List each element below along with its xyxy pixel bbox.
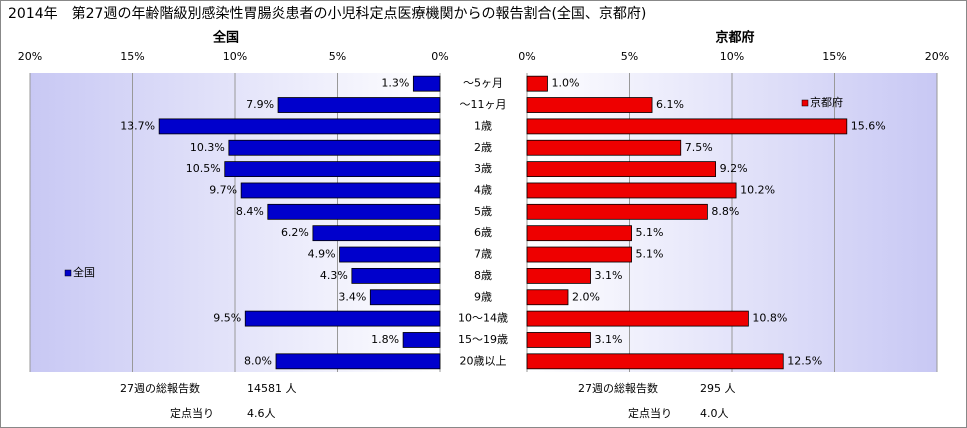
bar	[526, 182, 737, 199]
bar	[526, 246, 632, 263]
bar	[275, 353, 441, 370]
value-label: 10.8%	[752, 312, 787, 325]
legend-swatch	[64, 269, 72, 277]
bar	[402, 332, 441, 348]
value-label: 1.0%	[552, 77, 580, 90]
x-tick-label: 20%	[925, 50, 949, 63]
note-label: 27週の総報告数	[578, 381, 658, 395]
bar	[277, 97, 441, 113]
category-label: 5歳	[474, 205, 492, 218]
x-tick-label: 15%	[822, 50, 846, 63]
value-label: 1.3%	[381, 77, 409, 90]
value-label: 9.2%	[720, 162, 748, 175]
value-label: 8.8%	[711, 205, 739, 218]
value-label: 13.7%	[120, 119, 155, 132]
bar	[526, 332, 591, 348]
bar	[526, 289, 569, 306]
note-value: 295 人	[700, 382, 736, 395]
category-label: 2歳	[474, 141, 492, 154]
category-label: 20歳以上	[460, 354, 507, 367]
bar	[240, 182, 441, 199]
note-label: 27週の総報告数	[120, 381, 200, 395]
bar	[267, 203, 441, 220]
value-label: 9.7%	[209, 183, 237, 196]
value-label: 8.0%	[244, 354, 272, 367]
value-label: 8.4%	[236, 205, 264, 218]
value-label: 7.5%	[685, 141, 713, 154]
bar	[526, 118, 848, 135]
value-label: 12.5%	[787, 354, 822, 367]
value-label: 3.1%	[595, 269, 623, 282]
bar	[412, 75, 441, 92]
bar	[526, 203, 708, 220]
bar	[526, 97, 653, 113]
bar	[224, 161, 441, 178]
x-tick-label: 0%	[431, 50, 448, 63]
legend-swatch	[801, 99, 809, 107]
value-label: 10.5%	[186, 162, 221, 175]
x-tick-label: 5%	[621, 50, 638, 63]
legend-label: 全国	[73, 265, 95, 279]
x-tick-label: 20%	[18, 50, 42, 63]
value-label: 2.0%	[572, 290, 600, 303]
bar	[228, 139, 441, 156]
bar	[244, 310, 441, 327]
value-label: 3.4%	[338, 290, 366, 303]
value-label: 5.1%	[636, 226, 664, 239]
bar	[351, 267, 441, 284]
bar	[312, 225, 441, 242]
value-label: 6.2%	[281, 226, 309, 239]
chart-title: 2014年 第27週の年齢階級別感染性胃腸炎患者の小児科定点医療機関からの報告割…	[8, 5, 646, 22]
bar	[526, 225, 632, 242]
bar	[526, 75, 548, 92]
category-label: 3歳	[474, 162, 492, 175]
value-label: 10.3%	[190, 141, 225, 154]
note-value: 14581 人	[247, 382, 297, 395]
panel-title: 京都府	[715, 30, 754, 46]
bar	[526, 353, 784, 370]
category-label: 10～14歳	[458, 312, 508, 325]
x-tick-label: 10%	[223, 50, 247, 63]
x-tick-label: 0%	[518, 50, 535, 63]
value-label: 3.1%	[595, 333, 623, 346]
bar	[158, 118, 441, 135]
bar	[526, 161, 717, 178]
bar	[526, 310, 749, 327]
value-label: 4.9%	[308, 248, 336, 261]
x-tick-label: 15%	[120, 50, 144, 63]
x-tick-label: 10%	[720, 50, 744, 63]
note-value: 4.6人	[247, 407, 276, 420]
category-label: 4歳	[474, 183, 492, 196]
value-label: 4.3%	[320, 269, 348, 282]
value-label: 10.2%	[740, 183, 775, 196]
x-tick-label: 5%	[329, 50, 346, 63]
value-label: 15.6%	[851, 119, 886, 132]
panel-title: 全国	[212, 30, 239, 46]
category-label: ～11ヶ月	[460, 98, 507, 111]
note-label: 定点当り	[628, 406, 672, 420]
category-label: 7歳	[474, 248, 492, 261]
category-label: ～5ヶ月	[463, 77, 503, 90]
value-label: 5.1%	[636, 248, 664, 261]
category-label: 6歳	[474, 226, 492, 239]
value-label: 7.9%	[246, 98, 274, 111]
note-label: 定点当り	[170, 406, 214, 420]
legend-label: 京都府	[810, 95, 843, 109]
category-label: 15～19歳	[458, 333, 508, 346]
value-label: 6.1%	[656, 98, 684, 111]
bar	[526, 267, 591, 284]
category-label: 8歳	[474, 269, 492, 282]
note-value: 4.0人	[700, 407, 729, 420]
value-label: 9.5%	[213, 312, 241, 325]
bar	[369, 289, 441, 306]
category-label: 1歳	[474, 119, 492, 132]
category-label: 9歳	[474, 290, 492, 303]
bar	[339, 246, 441, 263]
value-label: 1.8%	[371, 333, 399, 346]
bar	[526, 139, 682, 156]
